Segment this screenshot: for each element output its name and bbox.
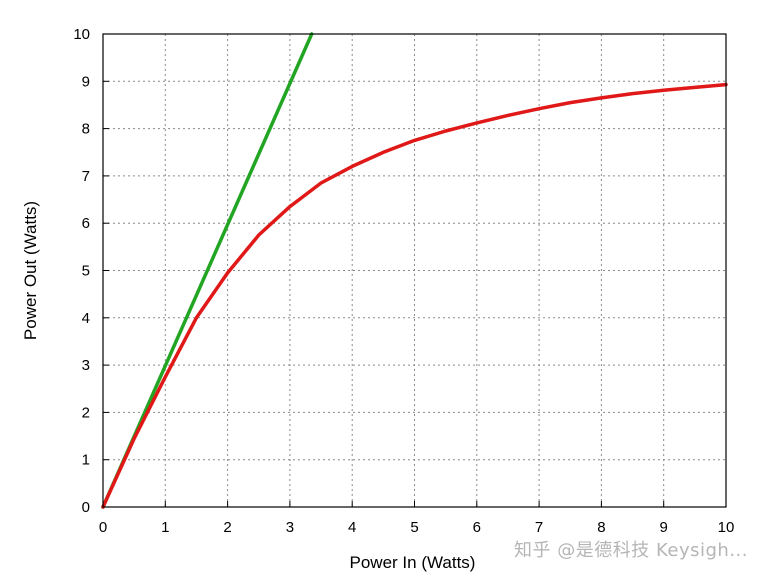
watermark: 知乎 @是德科技 Keysigh... [514,540,748,561]
x-tick-label: 0 [99,519,107,536]
y-tick-label: 7 [82,168,90,185]
y-tick-label: 10 [73,26,90,43]
series-line-compressed [101,82,728,509]
x-tick-label: 5 [410,519,418,536]
y-axis-label: Power Out (Watts) [21,201,40,340]
x-tick-label: 9 [660,519,668,536]
y-tick-label: 5 [82,263,90,280]
x-tick-label: 6 [473,519,481,536]
y-tick-label: 3 [82,357,90,374]
x-tick-label: 1 [161,519,169,536]
y-tick-label: 2 [82,404,90,421]
series-layer [101,32,728,509]
plot-frame [102,33,727,508]
x-tick-label: 10 [718,519,735,536]
x-axis-label: Power In (Watts) [350,553,476,572]
x-tick-label: 7 [535,519,543,536]
y-tick-label: 0 [82,499,90,516]
x-tick-label: 2 [223,519,231,536]
x-tick-label: 8 [597,519,605,536]
x-tick-label: 3 [286,519,294,536]
grid [102,33,727,508]
y-tick-label: 8 [82,121,90,138]
x-tick-label: 4 [348,519,356,536]
tick-labels: 0 1 2 3 4 5 6 7 8 9 10 0 1 2 3 4 5 6 7 8 9 10 [73,26,734,536]
y-tick-label: 4 [82,310,90,327]
y-tick-label: 6 [82,215,90,232]
y-tick-label: 9 [82,73,90,90]
y-tick-label: 1 [82,452,90,469]
